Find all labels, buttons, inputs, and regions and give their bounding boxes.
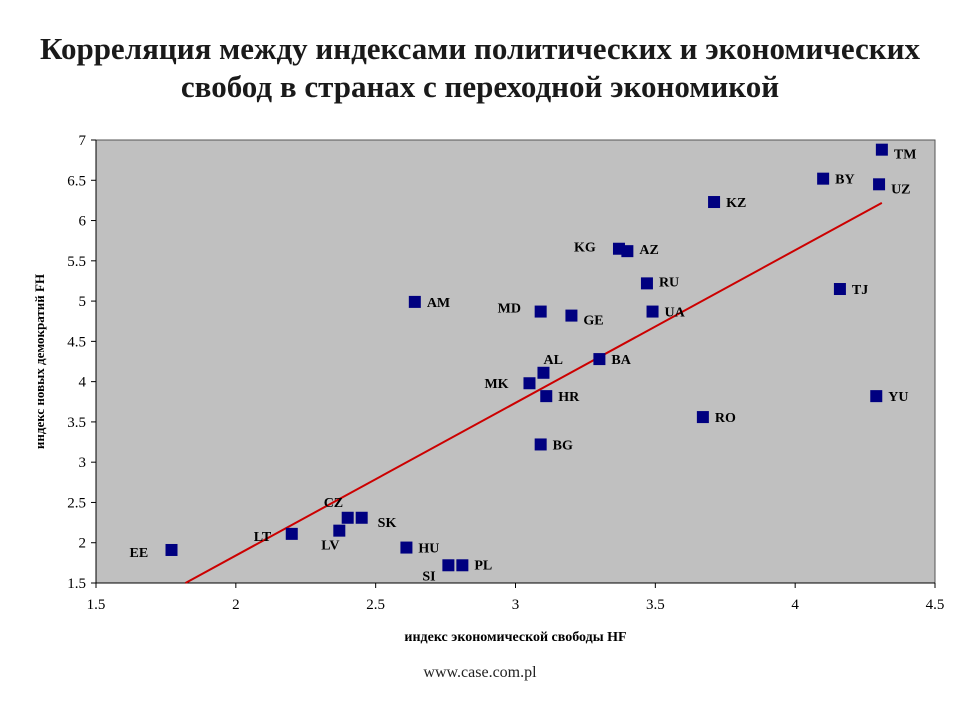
data-point [593, 353, 606, 366]
data-point [875, 143, 888, 156]
data-point [400, 541, 413, 554]
y-tick-label: 1.5 [67, 576, 86, 592]
data-point [565, 309, 578, 322]
data-point [537, 366, 550, 379]
y-tick-label: 3 [79, 455, 87, 471]
data-point-label: UA [665, 306, 686, 321]
plot-area [95, 139, 936, 584]
chart-title: Корреляция между индексами политических … [0, 30, 960, 106]
data-point-label: SK [378, 516, 397, 531]
data-point-label: RU [659, 275, 679, 290]
data-point-label: LV [321, 539, 339, 554]
data-point [534, 438, 547, 451]
data-point [870, 390, 883, 403]
data-point [285, 527, 298, 540]
data-point-label: YU [888, 390, 908, 405]
y-tick-label: 3.5 [67, 415, 86, 431]
data-point-label: MD [498, 302, 521, 317]
data-point-label: MK [484, 377, 508, 392]
data-point [456, 559, 469, 572]
data-point [442, 559, 455, 572]
data-point-label: AZ [639, 243, 658, 258]
data-point-label: BA [611, 353, 631, 368]
x-tick-label: 3.5 [646, 597, 665, 613]
data-point-label: AM [427, 296, 450, 311]
data-point [333, 524, 346, 537]
x-tick-label: 1.5 [87, 597, 106, 613]
x-axis-title: индекс экономической свободы HF [404, 630, 626, 645]
data-point-label: TM [894, 148, 917, 163]
data-point-label: RO [715, 411, 736, 426]
chart-title-line-1: Корреляция между индексами политических … [40, 31, 920, 66]
data-point [534, 305, 547, 318]
data-point [540, 390, 553, 403]
x-tick-label: 4.5 [926, 597, 945, 613]
data-point [696, 411, 709, 424]
data-point-label: CZ [324, 496, 343, 511]
data-point-label: KZ [726, 196, 746, 211]
data-point [873, 178, 886, 191]
y-tick-label: 5.5 [67, 254, 86, 270]
y-tick-label: 4 [79, 375, 87, 391]
data-point-label: EE [130, 546, 149, 561]
data-point-label: HU [418, 542, 439, 557]
y-tick-label: 6.5 [67, 173, 86, 189]
y-tick-label: 5 [79, 294, 87, 310]
data-point [621, 245, 634, 258]
data-point-label: TJ [852, 283, 868, 298]
data-point-label: UZ [891, 182, 910, 197]
data-point [817, 172, 830, 185]
data-point-label: KG [574, 241, 596, 256]
data-point [523, 377, 536, 390]
data-point-label: HR [558, 390, 580, 405]
data-point [408, 295, 421, 308]
x-tick-label: 2 [232, 597, 240, 613]
data-point-label: BY [835, 173, 854, 188]
trendline [185, 201, 883, 584]
data-point [355, 511, 368, 524]
y-tick-label: 4.5 [67, 334, 86, 350]
source-footer: www.case.com.pl [423, 664, 537, 681]
data-point-label: GE [583, 314, 603, 329]
data-point-label: AL [543, 353, 562, 368]
y-axis-title: индекс новых демократий FH [32, 274, 47, 449]
chart-title-line-2: свобод в странах с переходной экономикой [180, 69, 780, 104]
data-point [165, 543, 178, 556]
y-tick-label: 6 [79, 214, 87, 230]
data-point [640, 277, 653, 290]
data-point [341, 511, 354, 524]
data-point [708, 196, 721, 209]
x-tick-label: 3 [512, 597, 520, 613]
y-tick-label: 2 [79, 536, 87, 552]
data-point-label: BG [553, 438, 573, 453]
data-point-label: PL [474, 558, 492, 573]
y-tick-label: 7 [79, 133, 87, 149]
data-point-label: SI [422, 569, 435, 584]
data-point-label: LT [254, 530, 272, 545]
y-tick-label: 2.5 [67, 495, 86, 511]
x-tick-label: 4 [791, 597, 799, 613]
x-tick-label: 2.5 [366, 597, 385, 613]
data-point [646, 305, 659, 318]
data-point [833, 283, 846, 296]
